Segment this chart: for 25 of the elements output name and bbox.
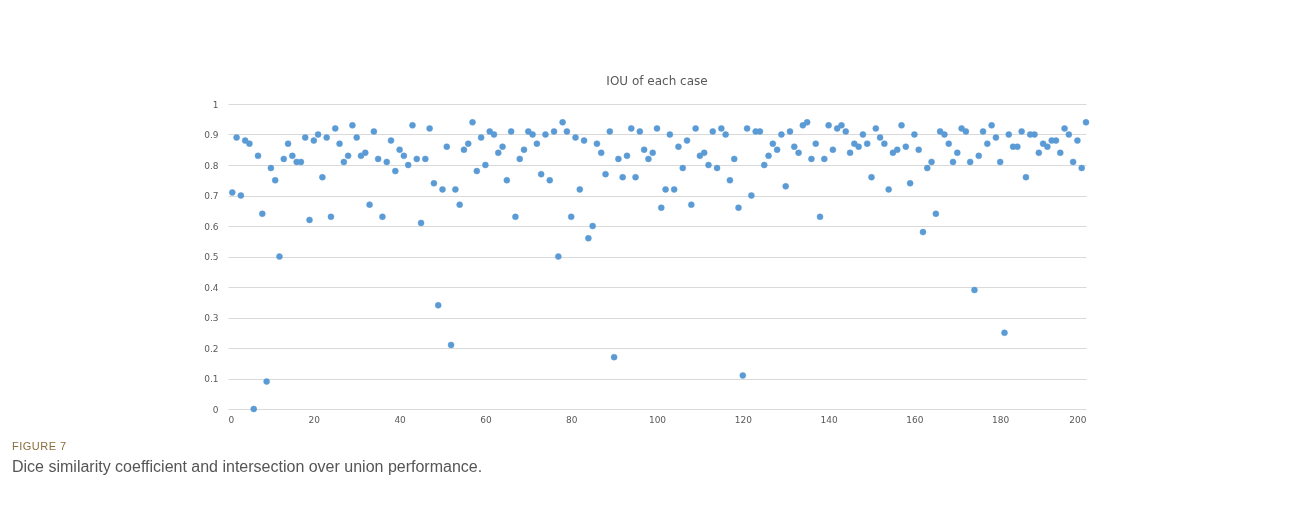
y-tick-label: 0.4 — [204, 282, 219, 293]
x-tick-label: 60 — [480, 414, 492, 425]
y-tick-label: 0.5 — [204, 252, 219, 262]
y-tick-label: 0.6 — [204, 221, 219, 232]
text: Dice similarity coefficient and intersection over union performance. — [12, 458, 483, 476]
y-tick-label: 0.1 — [204, 374, 219, 384]
x-tick-label: 140 — [820, 414, 838, 425]
y-tick-label: 1 — [212, 99, 219, 110]
chart-title: IOU of each case — [606, 74, 708, 88]
caption: FIGURE 7 — [12, 440, 68, 452]
x-tick-label: 0 — [228, 414, 235, 425]
x-tick-label: 40 — [394, 414, 407, 425]
x-tick-label: 180 — [992, 414, 1010, 425]
x-tick-label: 120 — [734, 414, 753, 425]
y-tick-label: 0.8 — [204, 160, 219, 171]
y-tick-label: 0.9 — [204, 130, 219, 140]
x-tick-label: 200 — [1069, 414, 1087, 425]
x-tick-label: 80 — [565, 414, 578, 425]
y-tick-label: 0.2 — [204, 343, 219, 354]
x-tick-label: 20 — [308, 414, 321, 425]
y-tick-label: 0.3 — [204, 313, 219, 323]
y-tick-label: 0.7 — [204, 191, 219, 201]
x-tick-label: 160 — [906, 414, 924, 425]
y-tick-label: 0 — [212, 404, 219, 415]
x-tick-label: 100 — [648, 414, 667, 425]
